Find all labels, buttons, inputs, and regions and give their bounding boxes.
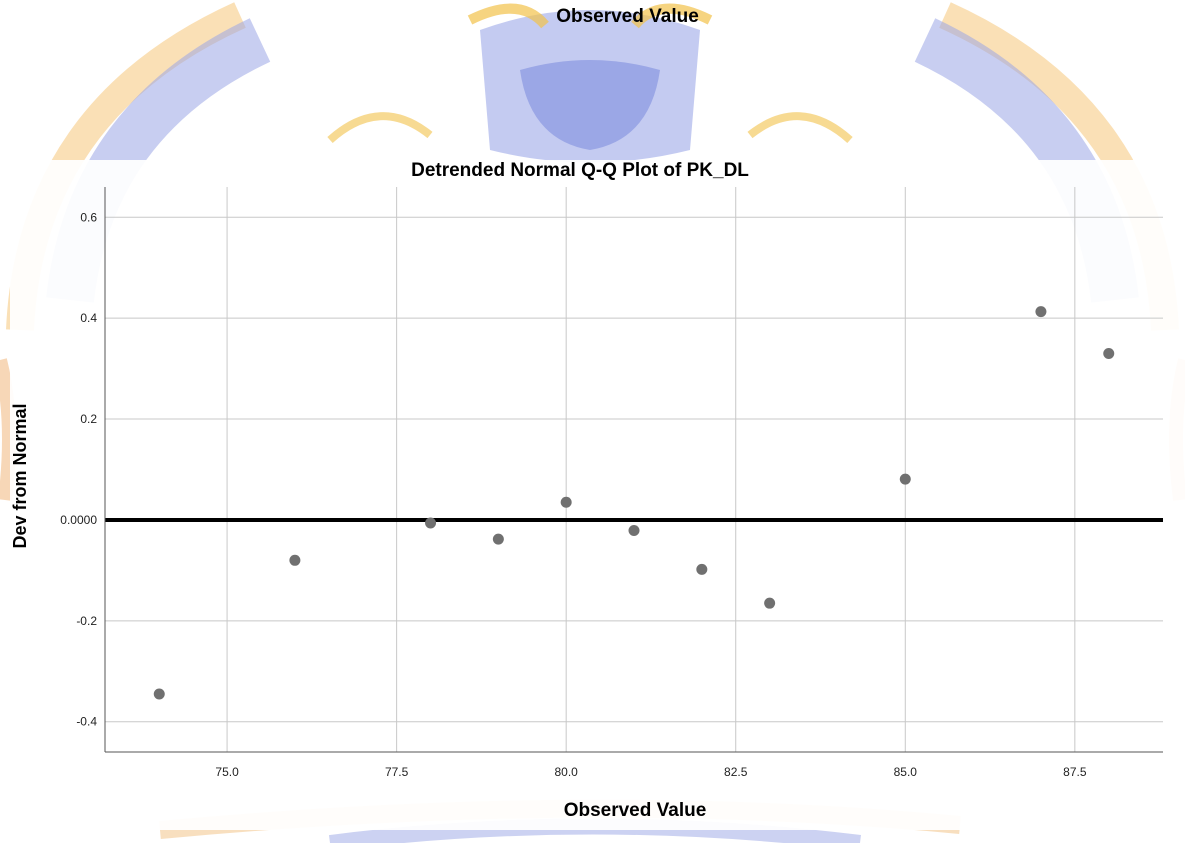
data-point xyxy=(289,554,301,566)
data-points xyxy=(153,306,1115,700)
x-tick-label: 85.0 xyxy=(894,765,918,779)
y-tick-label: -0.4 xyxy=(76,715,97,729)
y-tick-labels: 0.6 0.4 0.2 0.0000 -0.2 -0.4 xyxy=(60,210,97,728)
x-tick-labels: 75.0 77.5 80.0 82.5 85.0 87.5 xyxy=(215,765,1086,779)
gridlines xyxy=(105,187,1163,752)
x-axis-label: Observed Value xyxy=(564,800,707,821)
x-tick-label: 80.0 xyxy=(554,765,578,779)
y-axis-label: Dev from Normal xyxy=(10,403,30,548)
x-tick-label: 82.5 xyxy=(724,765,748,779)
chart-panel: 75.0 77.5 80.0 82.5 85.0 87.5 0.6 0.4 0.2 0.0000… xyxy=(10,160,1185,830)
x-tick-label: 87.5 xyxy=(1063,765,1087,779)
y-tick-label: 0.6 xyxy=(80,210,97,224)
x-tick-label: 75.0 xyxy=(215,765,239,779)
observed-value-header: Observed Value xyxy=(556,6,699,27)
data-point xyxy=(492,533,504,545)
y-tick-label: 0.0000 xyxy=(60,513,97,527)
data-point xyxy=(1035,306,1047,318)
y-tick-label: -0.2 xyxy=(76,614,97,628)
data-point xyxy=(560,496,572,508)
x-tick-label: 77.5 xyxy=(385,765,409,779)
data-point xyxy=(696,563,708,575)
y-tick-label: 0.4 xyxy=(80,311,97,325)
chart-title: Detrended Normal Q-Q Plot of PK_DL xyxy=(411,160,749,181)
data-point xyxy=(425,517,437,529)
data-point xyxy=(628,525,640,537)
data-point xyxy=(153,688,165,700)
data-point xyxy=(1103,347,1115,359)
data-point xyxy=(764,597,776,609)
detrended-qq-plot: 75.0 77.5 80.0 82.5 85.0 87.5 0.6 0.4 0.2 0.0000… xyxy=(10,160,1163,821)
y-tick-label: 0.2 xyxy=(80,412,97,426)
data-point xyxy=(899,473,911,485)
